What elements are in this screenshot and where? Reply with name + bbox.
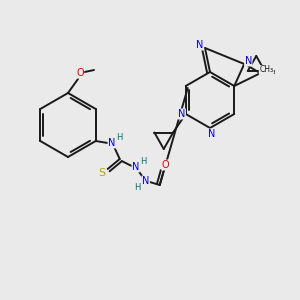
Text: N: N <box>132 162 140 172</box>
Text: CH₃: CH₃ <box>260 68 276 76</box>
Text: N: N <box>244 56 252 66</box>
Text: S: S <box>98 168 105 178</box>
Text: H: H <box>140 157 147 166</box>
Text: H: H <box>134 182 141 191</box>
Text: N: N <box>142 176 149 186</box>
Text: N: N <box>208 129 216 139</box>
Text: N: N <box>108 138 116 148</box>
Text: H: H <box>116 133 123 142</box>
Text: O: O <box>76 68 84 78</box>
Text: CH₃: CH₃ <box>259 65 273 74</box>
Text: O: O <box>162 160 169 170</box>
Text: N: N <box>196 40 204 50</box>
Text: N: N <box>178 109 185 119</box>
